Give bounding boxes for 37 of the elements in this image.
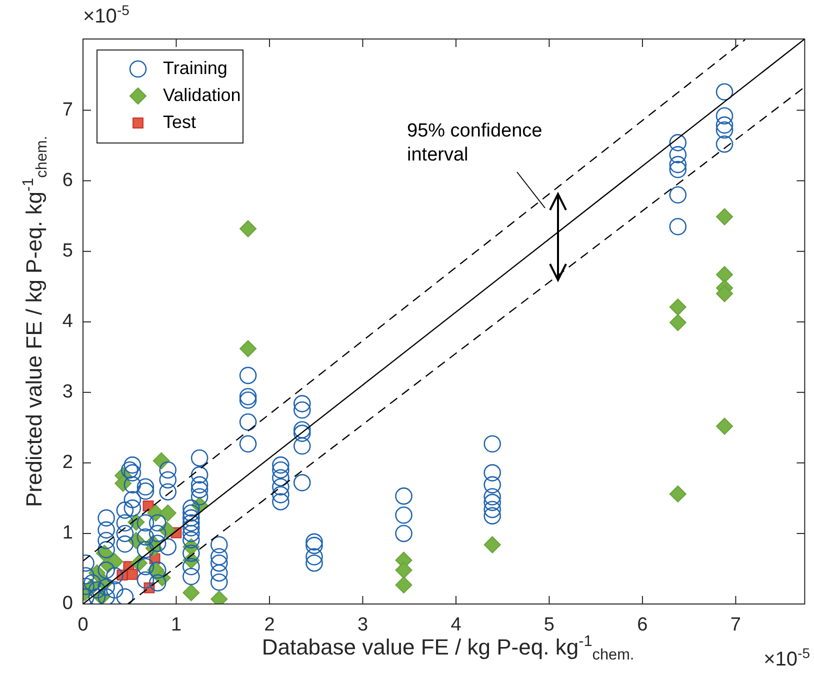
x-tick-label: 0 <box>78 614 88 636</box>
x-tick-label: 5 <box>544 614 555 636</box>
point <box>669 485 686 502</box>
x-tick-label: 1 <box>170 614 182 636</box>
legend-label: Training <box>163 58 228 78</box>
y-tick-label: 2 <box>62 452 73 474</box>
point <box>159 504 176 522</box>
x-tick-label: 3 <box>357 614 368 636</box>
point <box>395 562 412 579</box>
point <box>395 576 412 594</box>
text: ×10$^{-5}$ <box>83 2 130 29</box>
legend-label: Validation <box>163 84 241 105</box>
annotation: 95% confidence interval <box>407 120 542 166</box>
y-tick-label: 4 <box>62 311 74 332</box>
y-tick-label: 5 <box>62 240 73 262</box>
point <box>716 266 734 284</box>
x-tick-label: 7 <box>730 614 741 636</box>
point <box>484 536 501 554</box>
point <box>126 568 138 580</box>
point <box>716 418 734 435</box>
point <box>240 220 257 238</box>
text: ×10$^{-5}$ <box>764 645 810 672</box>
point <box>716 285 734 302</box>
x-tick-label: 4 <box>450 614 462 636</box>
point <box>240 340 257 358</box>
point <box>716 208 734 226</box>
point <box>669 298 686 316</box>
legend-label: Test <box>163 112 196 132</box>
y-tick-label: 0 <box>62 593 73 614</box>
y-tick-label: 6 <box>62 170 73 192</box>
y-tick-label: 7 <box>62 99 73 120</box>
x-tick-label: 2 <box>264 614 275 636</box>
x-tick-label: 6 <box>637 614 648 636</box>
point <box>669 314 686 332</box>
y-tick-label: 1 <box>62 522 73 544</box>
point <box>182 584 200 602</box>
y-tick-label: 3 <box>62 382 73 403</box>
